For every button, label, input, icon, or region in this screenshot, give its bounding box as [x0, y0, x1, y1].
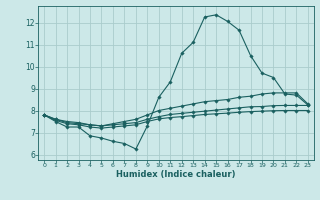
X-axis label: Humidex (Indice chaleur): Humidex (Indice chaleur)	[116, 170, 236, 179]
